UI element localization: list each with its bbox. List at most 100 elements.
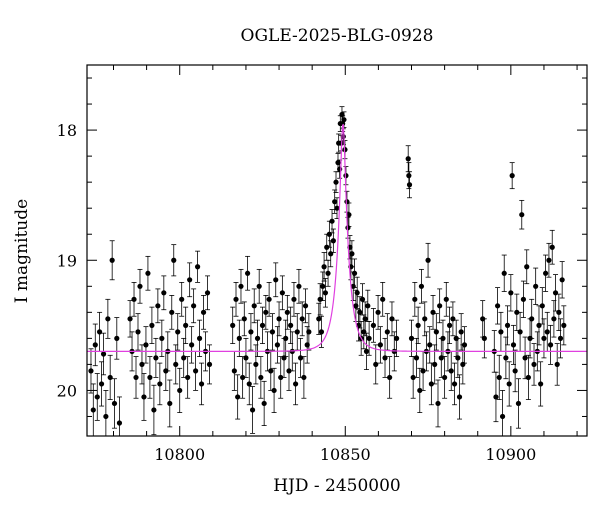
data-point	[417, 387, 423, 394]
data-point	[559, 277, 565, 283]
data-point	[92, 342, 98, 348]
data-point	[328, 251, 334, 257]
data-point	[191, 303, 197, 309]
data-point	[321, 264, 327, 270]
x-axis-tick-labels: 10800 10850 10900	[154, 445, 536, 464]
data-point	[351, 270, 358, 276]
data-point	[159, 335, 165, 341]
data-point	[458, 329, 464, 335]
data-point	[531, 361, 537, 368]
data-point	[536, 322, 542, 328]
data-point	[296, 283, 302, 289]
data-point	[204, 290, 211, 296]
data-point	[324, 244, 330, 250]
data-point	[244, 270, 251, 276]
data-point	[357, 309, 363, 315]
y-tick-label: 20	[57, 381, 77, 400]
data-point	[317, 296, 323, 302]
data-point	[306, 329, 312, 335]
data-point	[141, 394, 147, 400]
data-point	[251, 303, 257, 309]
data-point	[435, 400, 441, 407]
data-point	[177, 387, 183, 394]
data-point	[375, 309, 381, 315]
data-point	[261, 400, 267, 407]
data-point	[520, 296, 527, 302]
data-point	[522, 355, 528, 361]
data-point	[394, 335, 400, 341]
data-point	[333, 179, 339, 185]
data-point	[353, 303, 359, 309]
data-point	[344, 199, 350, 205]
data-point	[387, 374, 393, 381]
data-point	[503, 355, 509, 361]
data-point	[494, 303, 501, 309]
data-point	[557, 335, 564, 341]
data-point	[230, 322, 236, 328]
data-point	[514, 309, 520, 315]
data-point	[116, 420, 123, 426]
data-point	[236, 335, 242, 341]
data-point	[302, 303, 309, 309]
data-point	[235, 394, 241, 400]
data-point	[517, 329, 523, 335]
data-point	[293, 381, 299, 387]
data-point	[271, 387, 277, 394]
data-point	[406, 182, 413, 188]
data-point	[384, 329, 390, 335]
data-point	[304, 342, 310, 348]
data-point	[269, 329, 276, 335]
data-point	[350, 283, 356, 289]
data-point	[363, 348, 370, 354]
data-point	[456, 394, 463, 400]
data-point	[256, 283, 262, 289]
data-point	[443, 296, 449, 302]
data-point	[320, 283, 326, 289]
data-point	[341, 117, 347, 123]
data-point	[499, 413, 506, 420]
data-point	[366, 335, 372, 341]
model-curve	[87, 123, 587, 352]
data-point	[340, 120, 346, 127]
data-point	[288, 322, 294, 328]
data-point	[389, 316, 395, 322]
data-point	[524, 264, 530, 270]
data-point	[415, 322, 421, 328]
data-point	[297, 355, 304, 361]
data-point	[131, 296, 137, 302]
data-point	[377, 342, 383, 348]
data-point	[525, 374, 531, 381]
data-point	[274, 342, 280, 348]
data-point	[149, 322, 155, 328]
data-point	[373, 361, 379, 368]
data-point	[143, 342, 149, 348]
data-points	[88, 111, 567, 426]
data-point	[175, 329, 181, 335]
x-tick-label: 10900	[485, 445, 536, 464]
data-point	[259, 322, 266, 328]
data-point	[512, 368, 518, 374]
data-point	[552, 290, 559, 296]
data-point	[183, 322, 189, 328]
data-point	[135, 329, 141, 335]
data-point	[258, 374, 264, 381]
data-point	[238, 283, 244, 289]
data-point	[546, 257, 552, 263]
data-point	[432, 361, 438, 368]
data-point	[556, 309, 562, 315]
data-point	[100, 351, 107, 357]
data-point	[541, 335, 547, 341]
data-point	[437, 303, 443, 309]
data-point	[284, 309, 290, 315]
data-point	[349, 251, 355, 257]
data-point	[294, 329, 300, 335]
data-point	[460, 361, 466, 368]
data-point	[519, 212, 525, 218]
data-point	[480, 316, 486, 322]
data-point	[539, 303, 545, 309]
data-point	[450, 316, 456, 322]
data-point	[240, 374, 246, 381]
data-point	[427, 342, 433, 348]
data-point	[504, 322, 511, 328]
data-point	[410, 374, 416, 381]
